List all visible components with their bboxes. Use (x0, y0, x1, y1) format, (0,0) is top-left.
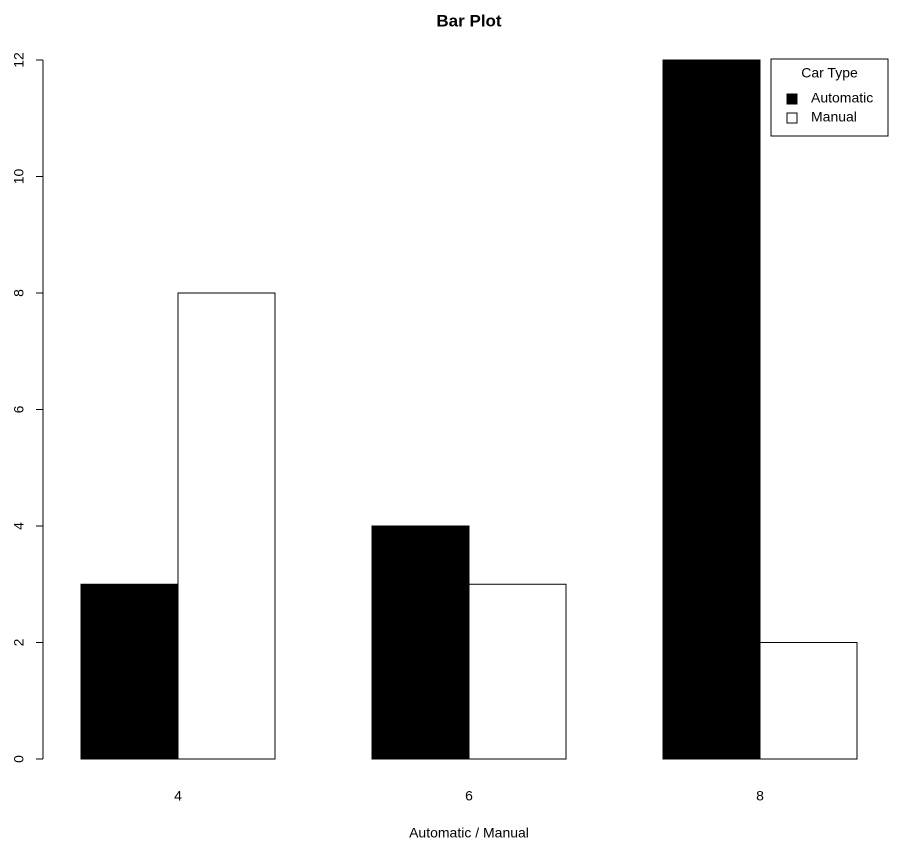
legend-title: Car Type (801, 65, 858, 81)
bar (662, 59, 761, 760)
chart-title: Bar Plot (436, 11, 502, 30)
legend-swatch (786, 93, 798, 105)
y-tick-label: 2 (11, 638, 27, 646)
y-tick-label: 6 (11, 405, 27, 413)
bar (371, 525, 470, 760)
bar (80, 583, 179, 760)
bar (759, 642, 858, 760)
legend-label: Automatic (811, 90, 873, 106)
y-tick-label: 4 (11, 522, 27, 530)
bar (177, 292, 276, 760)
y-tick-label: 8 (11, 289, 27, 297)
y-tick-label: 10 (11, 169, 27, 185)
legend-label: Manual (811, 109, 857, 125)
x-tick-label: 8 (756, 788, 764, 804)
y-tick-label: 12 (11, 52, 27, 68)
x-tick-label: 6 (465, 788, 473, 804)
legend-swatch (786, 112, 798, 124)
x-axis-label: Automatic / Manual (409, 825, 529, 841)
x-tick-label: 4 (174, 788, 182, 804)
y-tick-label: 0 (11, 755, 27, 763)
bar (468, 583, 567, 760)
